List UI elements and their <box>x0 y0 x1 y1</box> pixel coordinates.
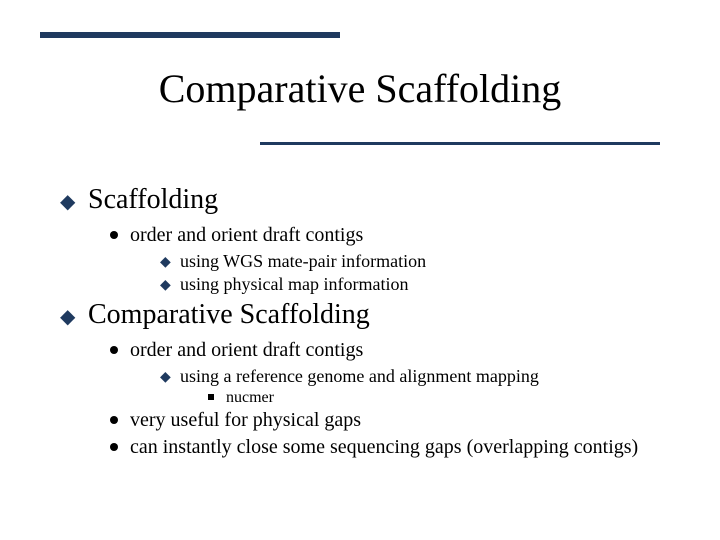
bullet-text: using a reference genome and alignment m… <box>180 366 539 386</box>
diamond-icon: ◆ <box>60 189 88 214</box>
bullet-level4: nucmer <box>208 389 690 407</box>
slide-content: ◆Scaffolding order and orient draft cont… <box>60 180 690 463</box>
dot-icon <box>110 416 118 424</box>
square-icon <box>208 394 214 400</box>
bullet-text: using physical map information <box>180 274 408 294</box>
bullet-text: Comparative Scaffolding <box>88 299 370 330</box>
bullet-level2: very useful for physical gaps <box>110 409 690 432</box>
bullet-text: using WGS mate-pair information <box>180 251 426 271</box>
diamond-icon: ◆ <box>60 304 88 329</box>
dot-icon <box>110 346 118 354</box>
diamond-icon: ◆ <box>160 277 180 294</box>
dot-icon <box>110 231 118 239</box>
bullet-level3: ◆using a reference genome and alignment … <box>160 366 690 387</box>
bullet-text: very useful for physical gaps <box>130 409 361 431</box>
diamond-icon: ◆ <box>160 254 180 271</box>
bullet-level2: can instantly close some sequencing gaps… <box>110 436 690 459</box>
bullet-text: order and orient draft contigs <box>130 339 363 361</box>
bullet-text: can instantly close some sequencing gaps… <box>130 436 638 458</box>
bullet-text: order and orient draft contigs <box>130 224 363 246</box>
bullet-level3: ◆using physical map information <box>160 274 690 295</box>
bullet-level1: ◆Comparative Scaffolding <box>60 299 690 331</box>
top-accent-rule <box>40 32 340 38</box>
dot-icon <box>110 443 118 451</box>
diamond-icon: ◆ <box>160 369 180 386</box>
bullet-text: nucmer <box>226 389 274 406</box>
bullet-level1: ◆Scaffolding <box>60 184 690 216</box>
slide-title: Comparative Scaffolding <box>0 65 720 112</box>
bullet-level2: order and orient draft contigs <box>110 339 690 362</box>
mid-accent-rule <box>260 142 660 145</box>
bullet-text: Scaffolding <box>88 184 218 215</box>
bullet-level2: order and orient draft contigs <box>110 224 690 247</box>
bullet-level3: ◆using WGS mate-pair information <box>160 251 690 272</box>
